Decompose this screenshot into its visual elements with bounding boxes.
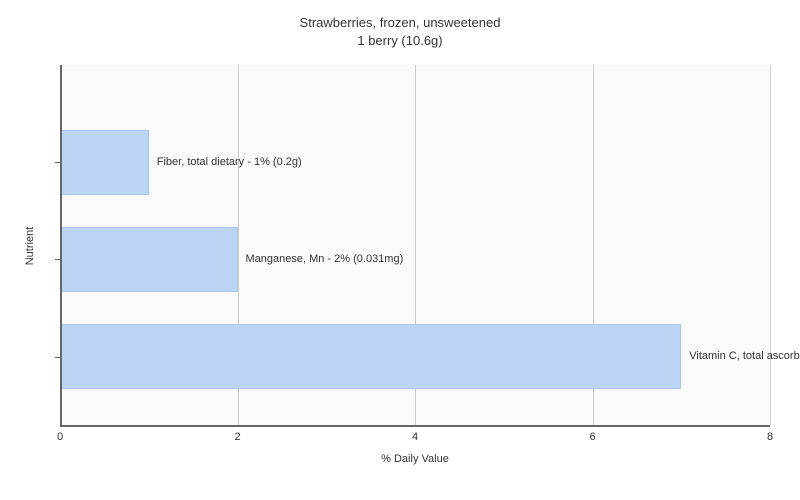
bar xyxy=(60,324,681,389)
x-axis-line xyxy=(60,425,770,427)
x-grid-line xyxy=(770,65,771,425)
bar xyxy=(60,130,149,195)
bar xyxy=(60,227,238,292)
y-tick-mark xyxy=(55,162,60,163)
bar-label: Fiber, total dietary - 1% (0.2g) xyxy=(157,156,302,168)
x-tick-label: 8 xyxy=(767,431,773,443)
x-tick-label: 2 xyxy=(234,431,240,443)
x-tick-label: 4 xyxy=(412,431,418,443)
x-tick-label: 6 xyxy=(589,431,595,443)
y-axis-line xyxy=(60,65,62,425)
y-tick-mark xyxy=(55,259,60,260)
plot-area: Fiber, total dietary - 1% (0.2g) Manganes… xyxy=(60,65,770,425)
chart-title-line2: 1 berry (10.6g) xyxy=(0,32,800,50)
chart-title-line1: Strawberries, frozen, unsweetened xyxy=(0,14,800,32)
chart-title: Strawberries, frozen, unsweetened 1 berr… xyxy=(0,14,800,49)
y-axis-title: Nutrient xyxy=(24,66,36,426)
chart-container: Strawberries, frozen, unsweetened 1 berr… xyxy=(0,0,800,500)
bar-label: Manganese, Mn - 2% (0.031mg) xyxy=(246,253,404,265)
x-axis-title: % Daily Value xyxy=(60,453,770,465)
x-tick-label: 0 xyxy=(57,431,63,443)
bar-label: Vitamin C, total ascorbic acid - 7% (4.4… xyxy=(689,350,800,362)
y-tick-mark xyxy=(55,357,60,358)
